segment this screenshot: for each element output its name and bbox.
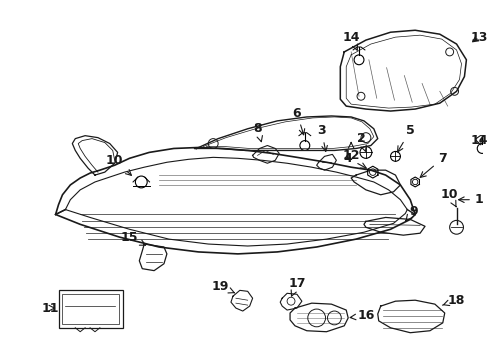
Text: 12: 12 — [342, 143, 359, 162]
Text: 2: 2 — [356, 132, 366, 151]
Text: 10: 10 — [106, 154, 131, 175]
Text: 19: 19 — [211, 280, 234, 293]
Text: 14: 14 — [469, 134, 487, 147]
Text: 7: 7 — [419, 152, 446, 177]
Text: 18: 18 — [442, 294, 464, 307]
Text: 9: 9 — [405, 205, 417, 221]
Text: 5: 5 — [397, 124, 414, 152]
Text: 4: 4 — [343, 152, 366, 168]
Text: 10: 10 — [440, 188, 457, 207]
Bar — [59, 291, 122, 328]
Text: 17: 17 — [287, 277, 305, 296]
Text: 13: 13 — [469, 31, 487, 44]
Text: 1: 1 — [458, 193, 483, 206]
Text: 3: 3 — [317, 124, 326, 152]
Text: 16: 16 — [349, 310, 374, 323]
Text: 6: 6 — [292, 107, 304, 135]
Text: 15: 15 — [121, 231, 145, 245]
Text: 8: 8 — [253, 122, 262, 142]
Text: 14: 14 — [342, 31, 359, 50]
Bar — [62, 294, 119, 324]
Text: 11: 11 — [42, 302, 59, 315]
